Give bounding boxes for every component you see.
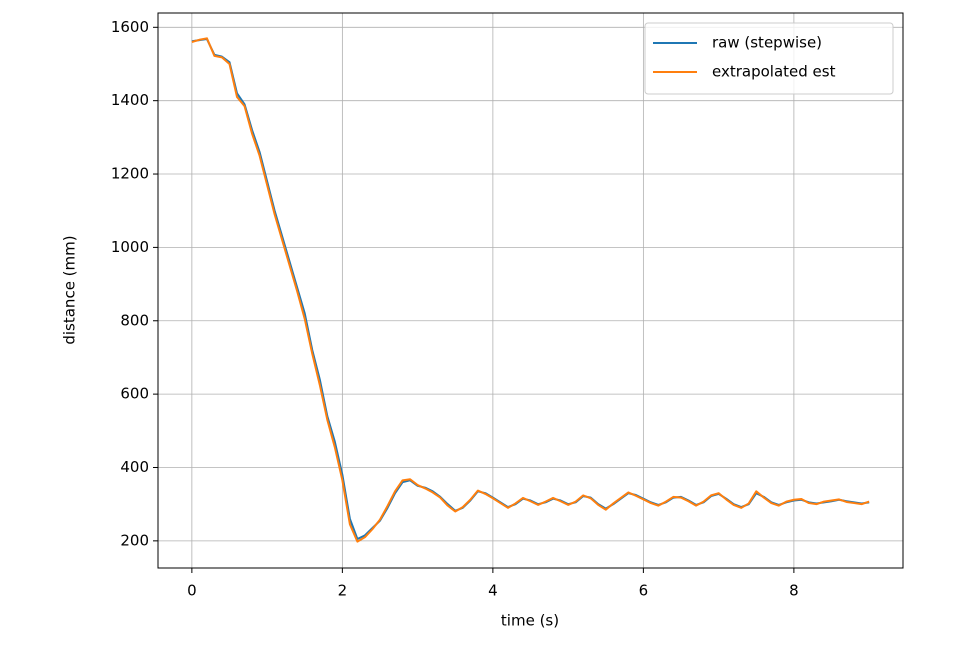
legend: raw (stepwise) extrapolated est (644, 22, 894, 95)
x-tick-label: 2 (338, 582, 348, 600)
legend-box (644, 22, 894, 95)
legend-label: extrapolated est (712, 63, 836, 81)
x-axis-label: time (s) (501, 612, 559, 630)
legend-label: raw (stepwise) (712, 34, 822, 52)
y-tick-label: 200 (120, 531, 149, 549)
y-axis-label: distance (mm) (61, 235, 79, 344)
y-tick-label: 1400 (111, 91, 149, 109)
data-line (191, 37, 870, 543)
y-tick-label: 800 (120, 311, 149, 329)
y-tick-label: 1600 (111, 18, 149, 36)
y-tick-label: 1000 (111, 238, 149, 256)
y-tick-label: 1200 (111, 165, 149, 183)
x-tick-label: 0 (187, 582, 197, 600)
x-tick-label: 8 (789, 582, 799, 600)
data-line (191, 38, 870, 541)
plot-frame (157, 12, 904, 569)
x-tick-label: 6 (639, 582, 649, 600)
y-tick-label: 600 (120, 385, 149, 403)
x-tick-label: 4 (488, 582, 498, 600)
y-tick-label: 400 (120, 458, 149, 476)
